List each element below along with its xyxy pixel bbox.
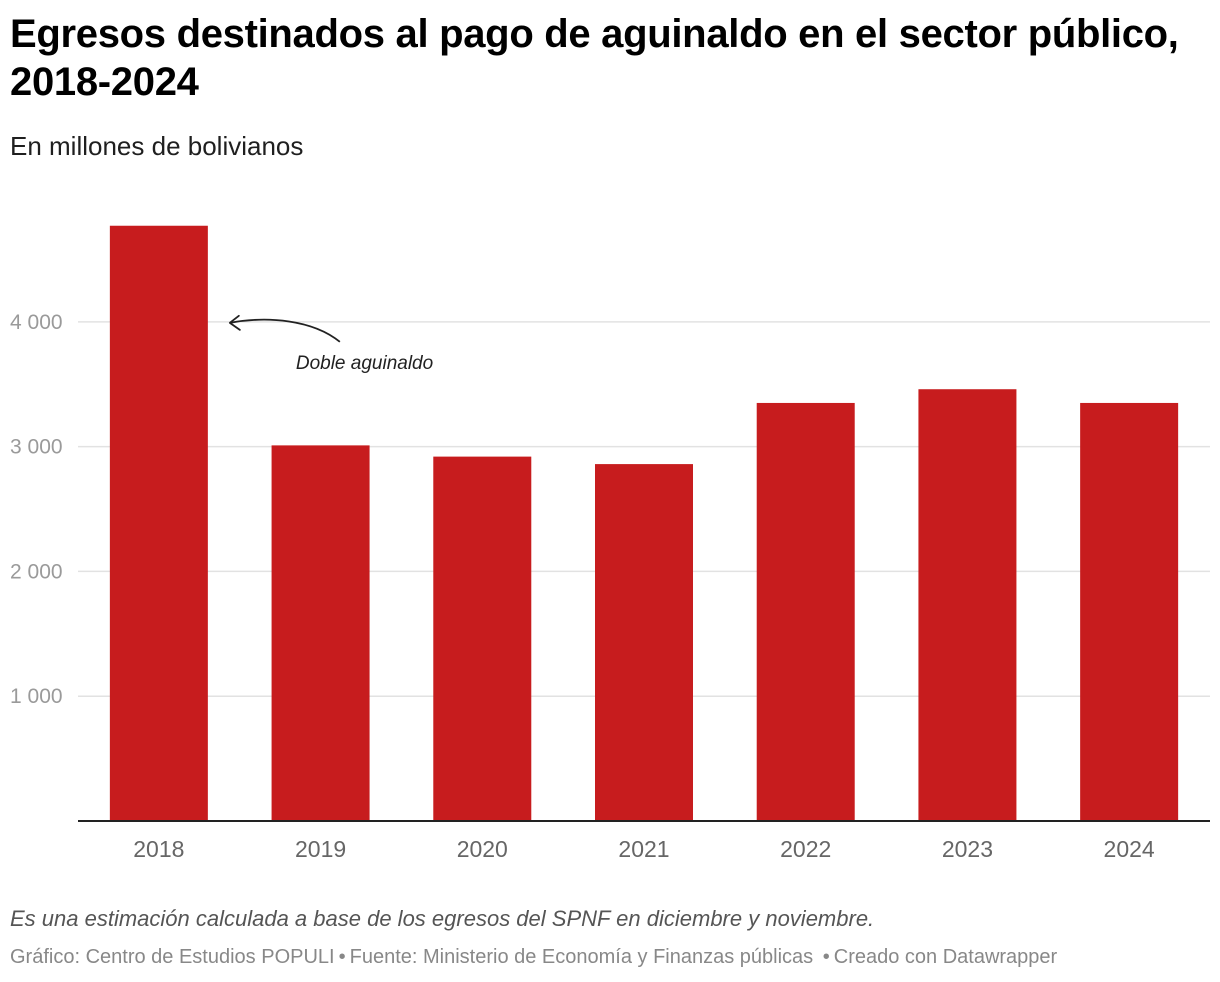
x-tick-label: 2018 (133, 836, 184, 862)
bar (109, 225, 208, 821)
chart-subtitle: En millones de bolivianos (10, 131, 304, 161)
chart-title: Egresos destinados al pago de aguinaldo … (10, 12, 1179, 104)
bar (1080, 402, 1179, 821)
annotation-arrowhead (228, 314, 241, 331)
y-tick-label: 1 000 (10, 685, 63, 708)
credit-source: Fuente: Ministerio de Economía y Finanza… (349, 946, 814, 968)
bar (271, 445, 370, 821)
bar (595, 464, 693, 821)
chart-credits: Gráfico: Centro de Estudios POPULI • Fuent… (10, 946, 1058, 968)
y-tick-label: 4 000 (10, 311, 63, 334)
credit-tool[interactable]: Creado con Datawrapper (833, 946, 1058, 968)
y-tick-label: 2 000 (10, 560, 63, 583)
x-tick-label: 2020 (457, 836, 508, 862)
x-tick-label: 2021 (618, 836, 669, 862)
x-tick-label: 2024 (1104, 836, 1155, 862)
x-tick-label: 2023 (942, 836, 993, 862)
bar-chart: 1 000 2 000 3 000 4 000 2018 2019 2020 2021 2022… (10, 225, 1210, 862)
bar (756, 402, 855, 821)
annotation-arrow (229, 318, 341, 343)
annotation-label: Doble aguinaldo (296, 353, 433, 374)
x-tick-label: 2022 (780, 836, 831, 862)
x-tick-label: 2019 (295, 836, 346, 862)
bar (433, 456, 532, 821)
chart-note: Es una estimación calculada a base de lo… (10, 906, 875, 931)
bar (918, 389, 1017, 821)
y-tick-label: 3 000 (10, 436, 63, 459)
credit-graphic: Gráfico: Centro de Estudios POPULI (10, 946, 335, 968)
